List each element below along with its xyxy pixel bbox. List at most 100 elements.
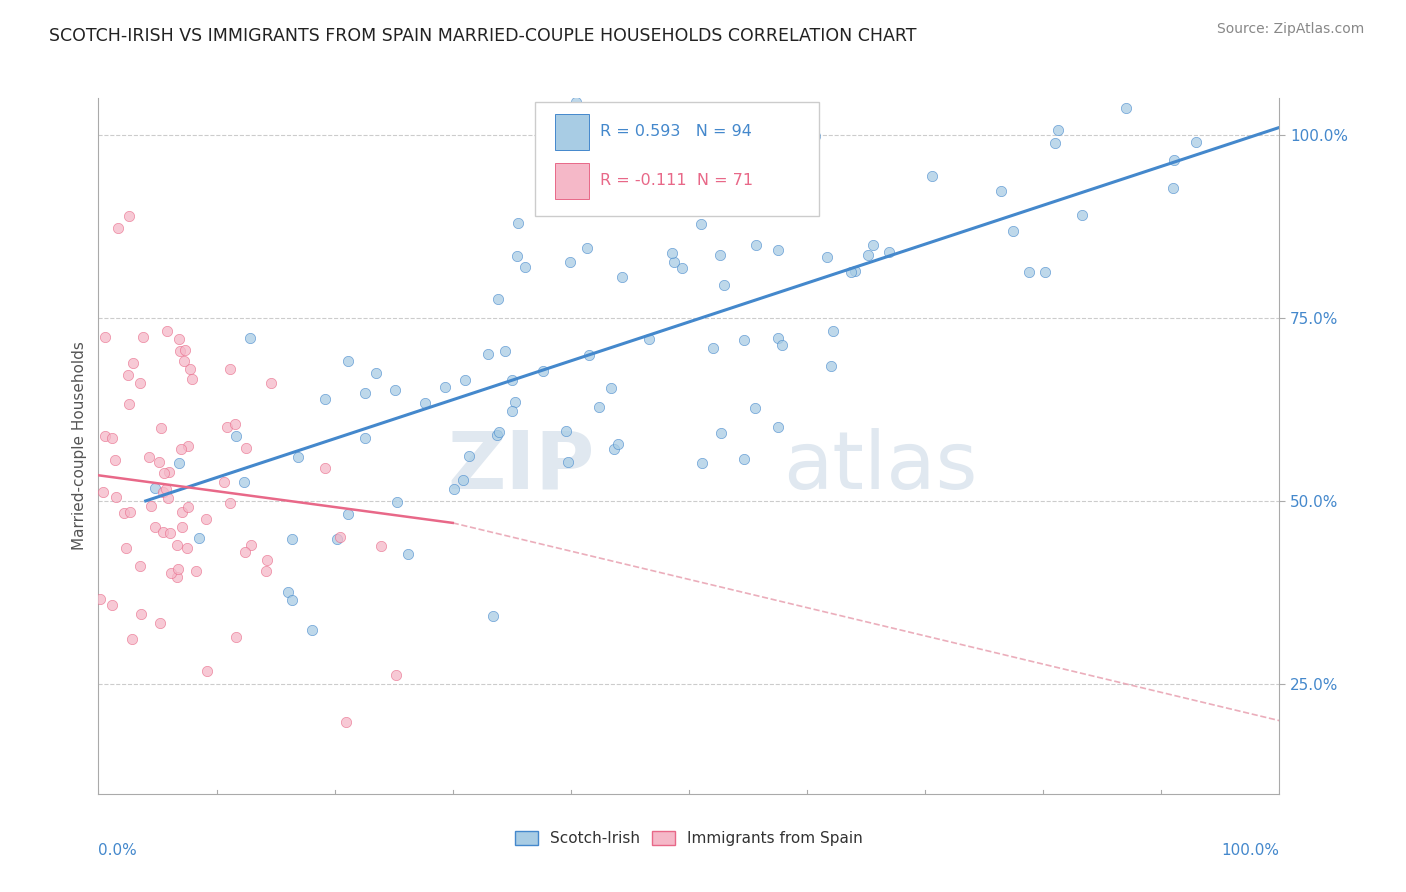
Point bbox=[314, 460, 336, 475]
Point bbox=[821, 324, 844, 338]
Point bbox=[157, 465, 180, 479]
Point bbox=[336, 354, 359, 368]
Point bbox=[149, 421, 172, 435]
Point bbox=[152, 524, 174, 539]
Point bbox=[745, 238, 768, 252]
Point bbox=[104, 452, 127, 467]
Point bbox=[235, 441, 257, 455]
Point bbox=[1043, 136, 1066, 151]
Point bbox=[91, 485, 114, 500]
Text: R = -0.111  N = 71: R = -0.111 N = 71 bbox=[600, 173, 754, 187]
Point bbox=[1018, 265, 1040, 279]
Point bbox=[101, 430, 124, 444]
Point bbox=[148, 454, 170, 468]
Point bbox=[235, 544, 257, 558]
Point bbox=[610, 269, 633, 284]
Point bbox=[661, 246, 683, 260]
Point bbox=[129, 558, 152, 573]
Point bbox=[384, 384, 406, 398]
Point bbox=[820, 359, 842, 374]
Point bbox=[501, 404, 523, 418]
Text: ZIP: ZIP bbox=[447, 428, 595, 506]
Point bbox=[671, 260, 693, 275]
Point bbox=[166, 570, 188, 584]
Legend: Scotch-Irish, Immigrants from Spain: Scotch-Irish, Immigrants from Spain bbox=[509, 824, 869, 853]
Point bbox=[194, 512, 217, 526]
Point bbox=[167, 332, 190, 346]
Point bbox=[89, 591, 111, 606]
Point bbox=[662, 254, 685, 268]
Point bbox=[638, 332, 661, 346]
Text: 100.0%: 100.0% bbox=[1222, 843, 1279, 857]
Point bbox=[112, 506, 135, 520]
Point bbox=[260, 376, 283, 391]
Point bbox=[815, 251, 838, 265]
Point bbox=[179, 362, 201, 376]
Point bbox=[115, 541, 138, 555]
Point bbox=[413, 396, 436, 410]
Point bbox=[155, 482, 177, 496]
Point bbox=[877, 245, 900, 260]
Point bbox=[232, 475, 254, 489]
Point bbox=[128, 376, 150, 390]
Point bbox=[138, 450, 160, 464]
Point bbox=[844, 263, 866, 277]
Point bbox=[513, 260, 536, 275]
Point bbox=[1185, 136, 1208, 150]
Text: Source: ZipAtlas.com: Source: ZipAtlas.com bbox=[1216, 22, 1364, 37]
Point bbox=[856, 248, 879, 262]
Point bbox=[862, 238, 884, 252]
Point bbox=[558, 255, 581, 269]
Point bbox=[766, 244, 789, 258]
Point bbox=[301, 623, 323, 637]
Point bbox=[1002, 224, 1025, 238]
Point bbox=[121, 632, 143, 646]
Point bbox=[839, 264, 862, 278]
Point bbox=[921, 169, 943, 183]
Point bbox=[153, 466, 176, 480]
Point bbox=[186, 564, 208, 578]
Point bbox=[803, 128, 825, 143]
Point bbox=[187, 531, 209, 545]
Point bbox=[118, 505, 141, 519]
Point bbox=[129, 607, 152, 622]
Point bbox=[501, 373, 523, 387]
Point bbox=[744, 401, 766, 415]
Point bbox=[557, 455, 579, 469]
Point bbox=[588, 401, 610, 415]
Point bbox=[488, 425, 510, 440]
Point bbox=[143, 519, 166, 533]
Point bbox=[156, 491, 179, 506]
Point bbox=[336, 507, 359, 521]
Point bbox=[104, 490, 127, 504]
Point bbox=[457, 450, 479, 464]
Point bbox=[225, 630, 247, 644]
Point bbox=[766, 331, 789, 345]
Point bbox=[214, 475, 236, 490]
Point bbox=[167, 456, 190, 470]
Point bbox=[254, 564, 277, 578]
Point bbox=[505, 249, 527, 263]
Point bbox=[152, 484, 174, 499]
Point bbox=[486, 427, 509, 442]
Point bbox=[713, 278, 735, 293]
Text: R = 0.593   N = 94: R = 0.593 N = 94 bbox=[600, 124, 752, 139]
Point bbox=[219, 496, 242, 510]
Point bbox=[770, 338, 793, 352]
Point bbox=[118, 397, 141, 411]
Point bbox=[1115, 101, 1137, 115]
Point bbox=[533, 364, 555, 378]
Point bbox=[281, 532, 304, 546]
Point bbox=[219, 362, 242, 376]
Point bbox=[508, 216, 530, 230]
Point bbox=[118, 210, 141, 224]
Point bbox=[766, 420, 789, 434]
Point bbox=[538, 171, 561, 186]
Point bbox=[396, 547, 419, 561]
Point bbox=[1046, 122, 1069, 136]
Point bbox=[93, 429, 115, 443]
Point bbox=[94, 329, 117, 343]
Point bbox=[576, 241, 599, 255]
Point bbox=[326, 532, 349, 546]
Point bbox=[314, 392, 336, 406]
